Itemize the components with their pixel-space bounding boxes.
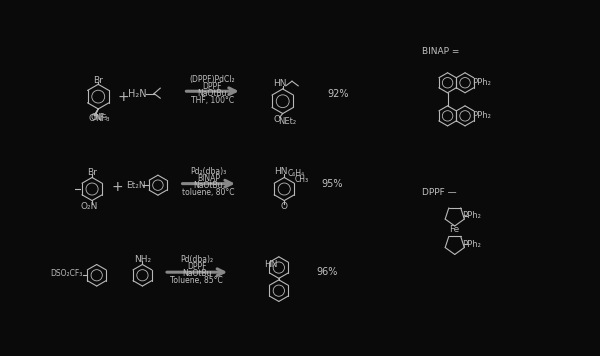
- Text: NEt₂: NEt₂: [278, 117, 296, 126]
- Text: Et₂N: Et₂N: [125, 181, 145, 190]
- Text: PPh₂: PPh₂: [472, 78, 491, 87]
- Text: O: O: [281, 202, 288, 211]
- Text: NaOtBu: NaOtBu: [182, 269, 211, 278]
- Text: O₂N: O₂N: [80, 202, 98, 211]
- Text: (DPPF)PdCl₂: (DPPF)PdCl₂: [190, 75, 235, 84]
- Text: BINAP =: BINAP =: [422, 47, 460, 57]
- Text: PPh₂: PPh₂: [472, 111, 491, 120]
- Text: O: O: [273, 115, 280, 124]
- Text: Toluene, 85°C: Toluene, 85°C: [170, 276, 223, 285]
- Text: DPPF: DPPF: [202, 82, 222, 91]
- Text: CH₃: CH₃: [294, 174, 308, 183]
- Text: NH₂: NH₂: [134, 255, 151, 263]
- Text: HN: HN: [274, 167, 288, 176]
- Text: Br: Br: [94, 76, 103, 85]
- Text: C₆H₄: C₆H₄: [288, 169, 305, 178]
- Text: NaOtBu: NaOtBu: [197, 89, 227, 98]
- Text: DSO₂CF₃: DSO₂CF₃: [50, 269, 83, 278]
- Text: 96%: 96%: [316, 267, 338, 277]
- Text: Br: Br: [87, 168, 97, 177]
- Text: O: O: [89, 114, 95, 123]
- Text: PPh₂: PPh₂: [463, 211, 481, 220]
- Text: +: +: [117, 90, 129, 104]
- Text: DPPF —: DPPF —: [422, 188, 457, 197]
- Text: toluene, 80°C: toluene, 80°C: [182, 188, 235, 197]
- Text: H₂N: H₂N: [128, 89, 146, 99]
- Text: PPh₂: PPh₂: [463, 240, 481, 249]
- Text: +: +: [112, 180, 124, 194]
- Text: BINAP: BINAP: [197, 174, 220, 183]
- Text: O: O: [90, 113, 97, 122]
- Text: HN: HN: [273, 79, 286, 88]
- Text: HN: HN: [265, 260, 278, 269]
- Text: NF₃: NF₃: [95, 114, 109, 123]
- Text: DPPF: DPPF: [187, 262, 206, 271]
- Text: 95%: 95%: [322, 179, 343, 189]
- Text: Pd(dba)₂: Pd(dba)₂: [180, 255, 213, 265]
- Text: NaOtBu: NaOtBu: [194, 181, 223, 190]
- Text: 92%: 92%: [328, 89, 349, 99]
- Text: THF, 100°C: THF, 100°C: [191, 96, 234, 105]
- Text: NF₃: NF₃: [95, 113, 108, 122]
- Text: Fe: Fe: [449, 225, 460, 234]
- Text: Pd₂(dba)₃: Pd₂(dba)₃: [190, 167, 226, 176]
